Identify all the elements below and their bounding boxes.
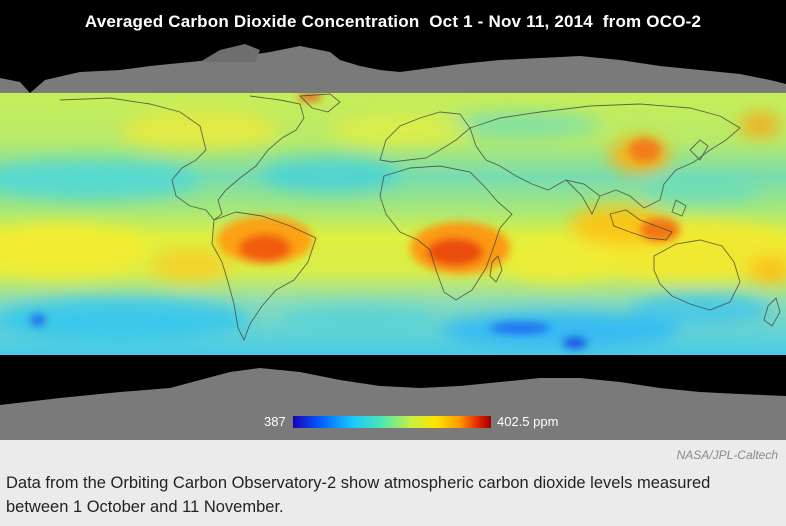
coastline-outlines	[59, 93, 781, 342]
image-caption: Data from the Orbiting Carbon Observator…	[6, 474, 711, 516]
colorbar-min-label: 387	[264, 414, 286, 429]
co2-concentration-map	[0, 44, 786, 440]
image-credit: NASA/JPL-Caltech	[676, 448, 778, 462]
co2-map-figure: Averaged Carbon Dioxide Concentration Oc…	[0, 0, 786, 440]
co2-data-band	[0, 93, 786, 355]
colorbar-max-label: 402.5 ppm	[497, 414, 559, 429]
north-polar-land	[0, 44, 786, 93]
colorbar-gradient	[293, 416, 491, 428]
map-title: Averaged Carbon Dioxide Concentration Oc…	[84, 12, 702, 31]
antarctica-land	[0, 368, 786, 440]
